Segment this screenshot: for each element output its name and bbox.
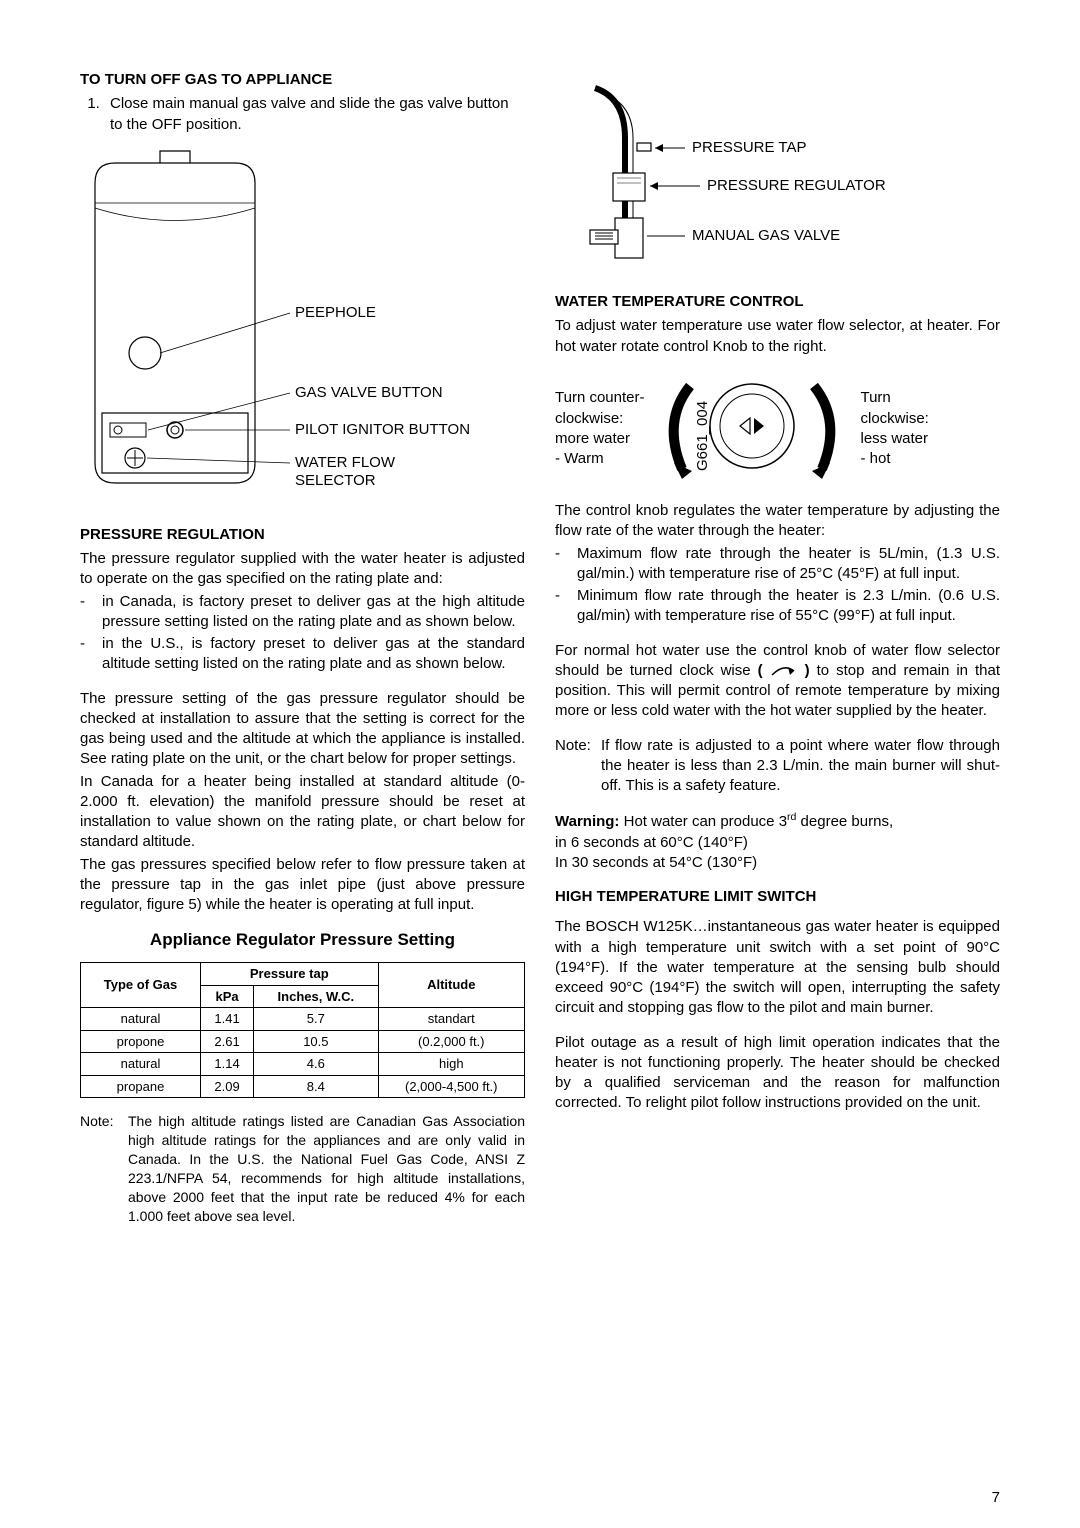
th-altitude: Altitude [378,963,524,1008]
note-paragraph: Note: If flow rate is adjusted to a poin… [555,736,1000,797]
th-inches: Inches, W.C. [254,985,378,1008]
pressure-regulator-label: PRESSURE REGULATOR [707,177,886,194]
paragraph: The pressure regulator supplied with the… [80,549,525,590]
knob-row: Turn counter- clockwise: more water - Wa… [555,371,1000,487]
table-row: propone2.6110.5(0.2,000 ft.) [81,1030,525,1053]
turn-off-list: Close main manual gas valve and slide th… [80,94,525,135]
list-item: - in the U.S., is factory preset to deli… [80,634,525,675]
manual-gas-valve-label: MANUAL GAS VALVE [692,227,840,244]
th-type: Type of Gas [81,963,201,1008]
svg-text:G661_004: G661_004 [694,401,711,471]
pressure-table: Type of Gas Pressure tap Altitude kPa In… [80,962,525,1098]
valve-diagram: PRESSURE TAP PRESSURE REGULATOR MANUAL G… [555,78,1000,278]
paragraph: The BOSCH W125K…instantaneous gas water … [555,917,1000,1018]
paragraph: Pilot outage as a result of high limit o… [555,1033,1000,1114]
knob-right-text: Turn clockwise: less water - hot [860,388,928,469]
knob-diagram: G661_004 [652,371,852,487]
table-title: Appliance Regulator Pressure Setting [80,929,525,952]
section-title: HIGH TEMPERATURE LIMIT SWITCH [555,887,1000,907]
paragraph: The control knob regulates the water tem… [555,501,1000,542]
table-row: natural1.415.7standart [81,1008,525,1031]
table-row: natural1.144.6high [81,1053,525,1076]
paragraph: For normal hot water use the control kno… [555,641,1000,722]
section-title: WATER TEMPERATURE CONTROL [555,292,1000,312]
note-block: Note: The high altitude ratings listed a… [80,1112,525,1225]
peephole-label: PEEPHOLE [295,304,376,321]
gas-valve-button-label: GAS VALVE BUTTON [295,384,443,401]
pilot-ignitor-label: PILOT IGNITOR BUTTON [295,421,470,438]
paragraph: To adjust water temperature use water fl… [555,316,1000,357]
section-title: TO TURN OFF GAS TO APPLIANCE [80,70,525,90]
note-text: The high altitude ratings listed are Can… [128,1112,525,1225]
turn-off-item: Close main manual gas valve and slide th… [104,94,525,135]
table-row: propane2.098.4(2,000-4,500 ft.) [81,1075,525,1098]
water-flow-label-2: SELECTOR [295,472,376,489]
section-title: PRESSURE REGULATION [80,525,525,545]
water-flow-label-1: WATER FLOW [295,454,396,471]
page-number: 7 [992,1488,1000,1508]
note-label: Note: [80,1112,128,1225]
paragraph: The pressure setting of the gas pressure… [80,689,525,770]
th-kpa: kPa [201,985,254,1008]
pressure-tap-label: PRESSURE TAP [692,139,806,156]
th-pressure: Pressure tap [201,963,379,986]
knob-left-text: Turn counter- clockwise: more water - Wa… [555,388,644,469]
pressure-list: - in Canada, is factory preset to delive… [80,592,525,675]
list-item: - in Canada, is factory preset to delive… [80,592,525,633]
list-item: - Maximum flow rate through the heater i… [555,544,1000,585]
front-panel-diagram: PEEPHOLE GAS VALVE BUTTON PILOT IGNITOR … [80,143,525,513]
paragraph: In Canada for a heater being installed a… [80,772,525,853]
flow-list: - Maximum flow rate through the heater i… [555,544,1000,627]
warning-block: Warning: Hot water can produce 3rd degre… [555,810,1000,873]
list-item: - Minimum flow rate through the heater i… [555,586,1000,627]
paragraph: The gas pressures specified below refer … [80,855,525,916]
